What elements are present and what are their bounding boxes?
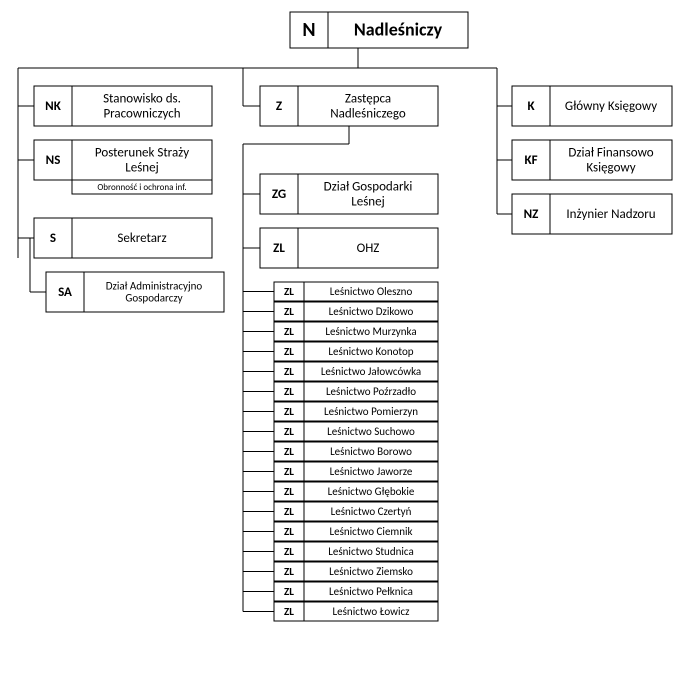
leaf-15-label: Leśnictwo Pełknica xyxy=(329,585,413,598)
right-nz-label: Inżynier Nadzoru xyxy=(566,207,655,222)
leaf-3-code: ZL xyxy=(284,345,294,358)
left-sa-code: SA xyxy=(58,285,72,300)
leaf-1-label: Leśnictwo Dzikowo xyxy=(329,305,414,318)
leaf-13-label: Leśnictwo Studnica xyxy=(328,545,414,558)
right-kf-label-1: Księgowy xyxy=(586,161,635,176)
leaf-6-label: Leśnictwo Pomierzyn xyxy=(324,405,418,418)
center-z-code: Z xyxy=(276,99,283,114)
left-nk-label-1: Pracowniczych xyxy=(103,107,180,122)
leaf-9-label: Leśnictwo Jaworze xyxy=(330,465,413,478)
left-ns-code: NS xyxy=(46,153,61,168)
left-nk-code: NK xyxy=(45,99,62,114)
leaf-4-label: Leśnictwo Jałowcówka xyxy=(321,365,421,378)
center-z-label-1: Nadleśniczego xyxy=(330,107,406,122)
center-zl-code: ZL xyxy=(273,241,285,256)
right-kf-label-0: Dział Finansowo xyxy=(568,146,653,161)
center-zg-label-0: Dział Gospodarki xyxy=(324,180,413,195)
leaf-16-code: ZL xyxy=(284,605,294,618)
right-nz-code: NZ xyxy=(524,207,540,222)
center-z-label-0: Zastępca xyxy=(345,92,391,107)
leaf-13-code: ZL xyxy=(284,545,294,558)
leaf-5-label: Leśnictwo Poźrzadło xyxy=(326,385,416,398)
right-kf-code: KF xyxy=(524,153,537,168)
leaf-6-code: ZL xyxy=(284,405,294,418)
left-ns-label-1: Leśnej xyxy=(125,161,158,176)
leaf-3-label: Leśnictwo Konotop xyxy=(328,345,413,358)
leaf-8-label: Leśnictwo Borowo xyxy=(330,445,412,458)
center-zg-code: ZG xyxy=(272,187,286,202)
leaf-4-code: ZL xyxy=(284,365,294,378)
leaf-2-code: ZL xyxy=(284,325,294,338)
left-s-code: S xyxy=(50,231,56,246)
leaf-0-code: ZL xyxy=(284,285,294,298)
leaf-11-label: Leśnictwo Czertyń xyxy=(331,505,412,518)
leaf-5-code: ZL xyxy=(284,385,294,398)
leaf-15-code: ZL xyxy=(284,585,294,598)
root-code: N xyxy=(302,18,315,42)
leaf-14-code: ZL xyxy=(284,565,294,578)
leaf-1-code: ZL xyxy=(284,305,294,318)
left-ns-label-0: Posterunek Straży xyxy=(95,146,189,161)
leaf-7-label: Leśnictwo Suchowo xyxy=(327,425,415,438)
leaf-9-code: ZL xyxy=(284,465,294,478)
leaf-7-code: ZL xyxy=(284,425,294,438)
left-nk-label-0: Stanowisko ds. xyxy=(103,92,181,107)
leaf-10-code: ZL xyxy=(284,485,294,498)
leaf-11-code: ZL xyxy=(284,505,294,518)
leaf-14-label: Leśnictwo Ziemsko xyxy=(329,565,413,578)
root-label: Nadleśniczy xyxy=(354,18,443,40)
right-k-label: Główny Księgowy xyxy=(565,99,657,114)
left-ns-sub: Obronność i ochrona inf. xyxy=(97,182,186,193)
leaf-0-label: Leśnictwo Oleszno xyxy=(330,285,413,298)
leaf-16-label: Leśnictwo Łowicz xyxy=(333,605,411,618)
leaf-2-label: Leśnictwo Murzynka xyxy=(325,325,416,338)
right-k-code: K xyxy=(527,99,535,114)
leaf-8-code: ZL xyxy=(284,445,294,458)
center-zl-label: OHZ xyxy=(357,241,380,256)
leaf-10-label: Leśnictwo Głębokie xyxy=(328,485,415,498)
center-zg-label-1: Leśnej xyxy=(351,195,384,210)
left-s-label: Sekretarz xyxy=(117,231,166,246)
left-sa-label-1: Gospodarczy xyxy=(125,292,182,305)
leaf-12-code: ZL xyxy=(284,525,294,538)
leaf-12-label: Leśnictwo Ciemnik xyxy=(329,525,412,538)
